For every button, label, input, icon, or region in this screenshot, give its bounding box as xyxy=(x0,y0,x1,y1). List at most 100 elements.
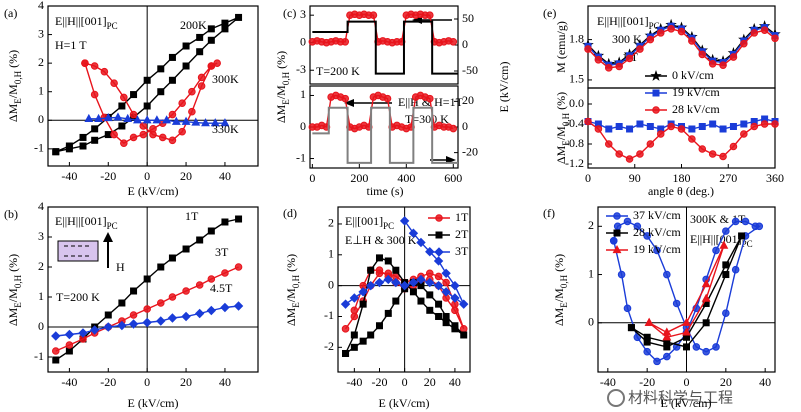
marker xyxy=(594,55,603,64)
marker xyxy=(359,300,367,308)
marker xyxy=(349,293,360,303)
marker xyxy=(168,53,176,61)
marker xyxy=(156,299,165,307)
marker xyxy=(201,118,210,127)
marker xyxy=(729,53,738,61)
marker xyxy=(65,347,73,355)
marker xyxy=(365,280,376,291)
marker xyxy=(416,237,426,248)
marker xyxy=(220,302,230,313)
marker xyxy=(195,281,204,289)
marker xyxy=(90,62,99,70)
marker xyxy=(157,263,165,271)
x-axis-title: E (kV/cm) xyxy=(128,396,179,410)
legend-label: 28 kV/cm xyxy=(633,225,681,239)
marker xyxy=(615,123,623,130)
y-tick-label: 2 xyxy=(588,218,594,232)
series-label: 1T xyxy=(185,209,199,223)
marker xyxy=(677,125,686,133)
marker xyxy=(120,93,128,102)
annotation: E||H||[001]PC xyxy=(55,14,118,31)
x-tick-label: 0 xyxy=(585,171,591,185)
marker xyxy=(129,110,138,119)
x-tick-label: 20 xyxy=(720,375,732,389)
annotation: T=200 K xyxy=(316,64,360,78)
annotation: 300 K xyxy=(612,32,642,46)
series-line xyxy=(312,106,458,164)
y-axis-title-part: ΔM xyxy=(284,307,298,326)
marker xyxy=(731,217,740,226)
marker xyxy=(722,309,730,317)
marker xyxy=(129,133,138,142)
marker xyxy=(702,347,710,356)
marker xyxy=(113,112,123,121)
marker xyxy=(194,308,205,319)
marker xyxy=(110,130,118,139)
marker xyxy=(207,275,216,283)
marker xyxy=(688,125,696,133)
marker xyxy=(168,110,177,119)
annotation-part: E⊥H & 300 K xyxy=(345,233,417,247)
x-tick-label: 40 xyxy=(759,375,771,389)
marker xyxy=(584,117,592,126)
y2-tick-label: 50 xyxy=(462,11,474,25)
marker xyxy=(442,319,450,327)
legend-label: 0 kV/cm xyxy=(672,68,714,82)
annotation-part: PC xyxy=(107,21,118,31)
marker xyxy=(738,232,746,240)
marker xyxy=(672,299,681,308)
y-tick-label: -1 xyxy=(34,141,44,155)
marker xyxy=(143,305,151,313)
marker xyxy=(51,331,61,341)
marker xyxy=(435,312,443,320)
x-tick-label: 270 xyxy=(719,171,737,185)
y-axis-title-part: /M xyxy=(6,84,20,98)
y-axis-title-part: 0,H xyxy=(13,274,23,288)
marker xyxy=(133,115,142,124)
y-axis-title-part: E xyxy=(13,98,23,104)
marker xyxy=(65,145,73,153)
marker xyxy=(103,112,113,122)
marker xyxy=(731,265,740,274)
legend-label: 1T xyxy=(455,210,469,224)
marker xyxy=(741,217,750,226)
marker xyxy=(143,275,151,283)
marker xyxy=(750,29,759,37)
marker xyxy=(342,349,350,357)
y-tick-label: -3 xyxy=(296,62,306,76)
panel-label: (d) xyxy=(283,206,297,220)
marker xyxy=(143,76,151,84)
marker xyxy=(207,62,216,70)
plot-frame xyxy=(47,206,259,373)
marker xyxy=(615,150,623,158)
annotation-part: H=1 T xyxy=(55,38,87,52)
marker xyxy=(722,271,730,279)
y-axis-title-part: E xyxy=(281,99,291,105)
x-tick-label: -20 xyxy=(100,169,116,183)
inset-h-arrowhead xyxy=(103,232,113,242)
annotation-part: 300 K xyxy=(612,32,642,46)
marker xyxy=(117,320,127,331)
annotation-part: E||[001] xyxy=(345,214,383,228)
legend-label: 3T xyxy=(455,244,469,258)
marker xyxy=(359,337,367,345)
marker xyxy=(103,322,113,332)
marker xyxy=(719,125,727,133)
marker xyxy=(663,352,671,361)
marker xyxy=(142,317,152,328)
marker xyxy=(350,331,358,339)
marker xyxy=(182,62,190,70)
y-axis-title-part: ΔM xyxy=(274,104,288,123)
legend-marker xyxy=(652,89,660,97)
marker xyxy=(162,115,172,124)
x-axis-title: time (s) xyxy=(367,184,404,198)
marker xyxy=(604,64,613,72)
y-axis-title-part: (%) xyxy=(554,92,568,113)
marker xyxy=(729,142,738,151)
marker xyxy=(702,319,710,327)
marker xyxy=(722,261,730,269)
y-axis-title-part: /M xyxy=(552,288,566,302)
marker xyxy=(358,287,368,297)
marker xyxy=(688,37,696,45)
marker xyxy=(708,150,717,158)
